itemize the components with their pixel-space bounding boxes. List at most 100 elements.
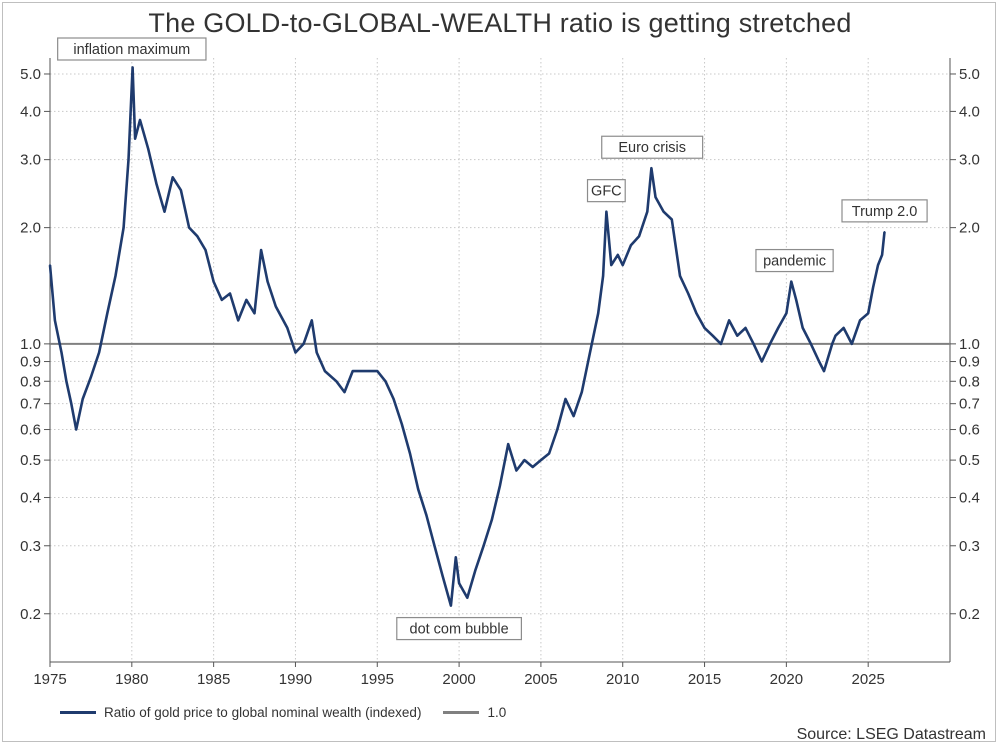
y-tick-label-left: 0.4: [20, 490, 41, 507]
legend-series-swatch: [60, 711, 96, 714]
annotation-box: [396, 616, 522, 641]
y-tick-label-right: 1.0: [959, 336, 980, 353]
y-tick-label-right: 0.6: [959, 422, 980, 439]
annotation: pandemic: [755, 248, 834, 273]
data-point: [872, 286, 874, 289]
data-point: [433, 544, 436, 547]
data-point: [368, 370, 370, 373]
data-point: [343, 391, 346, 394]
data-point: [196, 235, 199, 238]
x-tick-label: 1980: [115, 671, 148, 688]
data-point: [450, 604, 452, 607]
data-point: [114, 274, 117, 277]
data-point: [736, 334, 739, 337]
data-point: [679, 274, 681, 277]
data-point: [188, 226, 190, 229]
annotations-group: inflation maximum dot com bubble GFC Euro c…: [57, 37, 928, 641]
y-tick-label-right: 0.5: [959, 452, 980, 469]
chart-title: The GOLD-to-GLOBAL-WEALTH ratio is getti…: [148, 8, 852, 38]
data-point: [548, 452, 550, 455]
y-tick-label-right: 0.4: [959, 490, 980, 507]
series-group: [48, 66, 886, 607]
data-point: [540, 459, 542, 462]
data-point: [466, 596, 469, 599]
y-tick-label-left: 4.0: [20, 103, 41, 120]
data-point: [490, 519, 493, 521]
data-point: [266, 280, 269, 283]
data-point: [49, 264, 51, 266]
y-tick-label-right: 0.3: [959, 538, 980, 555]
data-point: [131, 66, 134, 69]
data-point: [392, 398, 395, 400]
data-point: [842, 326, 845, 329]
y-tick-label-left: 0.6: [20, 422, 41, 439]
data-point: [458, 582, 460, 585]
data-point: [777, 326, 780, 329]
data-point: [237, 319, 240, 322]
data-point: [531, 466, 534, 468]
data-point: [605, 210, 608, 213]
data-point: [859, 319, 861, 322]
legend: Ratio of gold price to global nominal we…: [60, 705, 520, 720]
data-point: [360, 370, 362, 373]
data-point: [597, 312, 600, 315]
data-point: [589, 351, 591, 354]
y-tick-label-right: 0.2: [959, 606, 980, 623]
data-point: [54, 319, 56, 322]
x-tick-label: 2010: [606, 671, 639, 688]
data-point: [147, 147, 150, 150]
axes: [44, 58, 956, 667]
data-point: [127, 158, 130, 161]
annotation-label: pandemic: [763, 254, 826, 270]
data-point: [220, 298, 223, 301]
y-tick-label-left: 0.3: [20, 538, 41, 555]
series-line: [48, 66, 886, 607]
data-point: [687, 292, 690, 295]
data-point: [65, 380, 68, 383]
x-tick-label: 2005: [524, 671, 557, 688]
data-point: [376, 370, 379, 373]
data-point: [384, 380, 387, 383]
data-point: [204, 249, 207, 251]
data-point: [760, 360, 763, 363]
data-point: [212, 280, 215, 283]
annotation-label: Trump 2.0: [852, 204, 918, 220]
y-tick-label-left: 0.2: [20, 606, 41, 623]
annotation: Trump 2.0: [841, 199, 928, 223]
data-point: [867, 312, 870, 315]
data-point: [106, 312, 109, 315]
data-point: [630, 244, 632, 247]
annotation-label: Euro crisis: [618, 140, 686, 156]
data-point: [155, 182, 158, 185]
data-point: [621, 264, 624, 266]
data-point: [351, 370, 354, 373]
data-point: [294, 351, 297, 354]
data-point: [60, 351, 63, 354]
data-point: [638, 235, 640, 238]
y-tick-label-left: 5.0: [20, 66, 41, 83]
annotation-box: [57, 37, 207, 61]
data-point: [877, 264, 879, 266]
y-tick-label-right: 0.9: [959, 354, 980, 371]
data-point: [556, 428, 559, 431]
data-point: [572, 415, 575, 418]
data-point: [744, 326, 747, 329]
data-point: [850, 342, 853, 345]
x-tick-label: 1990: [279, 671, 312, 688]
data-point: [810, 342, 812, 345]
x-tick-label: 2015: [688, 671, 721, 688]
y-tick-label-left: 3.0: [20, 152, 41, 169]
data-point: [769, 342, 771, 345]
data-point: [616, 253, 619, 256]
data-point: [324, 370, 326, 373]
data-point: [163, 210, 166, 213]
data-point: [720, 342, 722, 345]
data-point: [695, 312, 698, 315]
grid-lines: [49, 58, 950, 662]
y-tick-label-left: 2.0: [20, 220, 41, 237]
data-point: [881, 253, 883, 256]
data-point: [795, 298, 798, 301]
data-point: [752, 342, 755, 345]
y-tick-label-left: 0.7: [20, 396, 41, 413]
